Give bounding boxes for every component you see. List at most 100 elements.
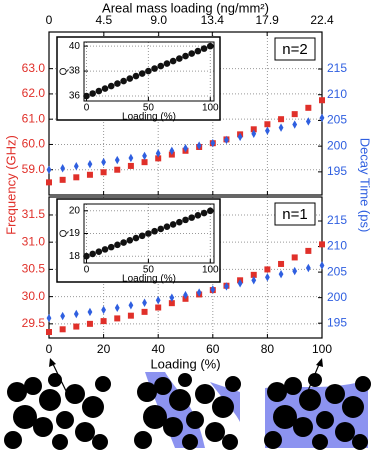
marker-diamond [142, 298, 147, 307]
y2-tick-label: 205 [327, 264, 347, 278]
marker-circle [188, 50, 196, 57]
x2-axis-label: Areal mass loading (ng/mm²) [102, 0, 269, 15]
marker-circle [176, 218, 183, 226]
marker-circle [182, 216, 189, 224]
y-tick-label: 18 [69, 251, 81, 262]
x2-tick-label: 4.5 [96, 13, 113, 27]
marker-square [127, 162, 134, 169]
marker-diamond [87, 307, 93, 317]
y2-tick-label: 195 [327, 315, 347, 329]
x2-tick-label: 22.4 [310, 13, 334, 27]
arrow [51, 361, 69, 396]
marker-diamond [142, 151, 147, 161]
y-tick-label: 30.5 [22, 262, 46, 276]
y-tick-label: 36 [69, 91, 81, 102]
y-tick-label: 38 [69, 66, 81, 77]
marker-square [86, 171, 93, 178]
marker-circle [145, 230, 152, 237]
marker-square [114, 315, 121, 322]
marker-circle [206, 42, 214, 50]
y-tick-label: 59.0 [22, 162, 46, 176]
marker-circle [157, 62, 165, 70]
micrograph-partial [134, 372, 241, 450]
marker-circle [169, 57, 177, 65]
x-tick-label: 80 [261, 342, 275, 356]
marker-diamond [251, 276, 257, 285]
marker-circle [194, 47, 202, 55]
marker-diamond [101, 157, 106, 167]
marker-square [291, 254, 298, 261]
marker-square [86, 320, 93, 327]
y2-tick-label: 210 [327, 87, 347, 101]
marker-circle [101, 246, 109, 253]
marker-square [73, 323, 80, 330]
y-axis-label: Q [59, 67, 70, 75]
marker-diamond [251, 129, 257, 139]
marker-circle [132, 72, 140, 80]
x-axis-label: Loading (%) [122, 112, 176, 123]
marker-circle [163, 223, 171, 230]
x-tick-label: 50 [143, 265, 155, 276]
annotation-box [274, 202, 316, 226]
marker-diamond [319, 113, 325, 123]
arrow-head [316, 358, 323, 367]
marker-diamond [114, 303, 120, 313]
plot-frame [48, 31, 323, 196]
x-axis-label: Loading (%) [150, 356, 220, 371]
marker-square [319, 97, 325, 104]
x-tick-label: 50 [143, 103, 155, 114]
y-tick-label: 63.0 [22, 61, 46, 75]
marker-diamond [292, 266, 298, 276]
x-tick-label: 60 [206, 342, 220, 356]
marker-square [100, 169, 107, 176]
marker-circle [200, 45, 208, 52]
marker-circle [83, 92, 90, 100]
marker-square [250, 126, 257, 133]
panel: 0 20 40 60 80 10029.530.030.531.031.519520020… [22, 196, 347, 371]
marker-diamond [155, 295, 161, 305]
marker-diamond [60, 311, 66, 321]
marker-circle [163, 60, 171, 67]
marker-diamond [305, 263, 311, 273]
marker-circle [151, 65, 158, 72]
marker-square [127, 312, 134, 319]
marker-square [319, 241, 325, 248]
marker-diamond [169, 146, 175, 155]
y2-tick-label: 210 [327, 239, 347, 253]
marker-square [305, 104, 312, 111]
x-axis-label: Loading (%) [122, 274, 176, 285]
marker-circle [89, 250, 96, 258]
marker-diamond [73, 162, 79, 171]
marker-diamond [46, 313, 52, 323]
marker-circle [138, 70, 146, 77]
marker-diamond [183, 144, 188, 153]
marker-circle [95, 248, 103, 255]
marker-circle [83, 252, 90, 260]
marker-diamond [305, 117, 311, 126]
y-tick-label: 30.0 [22, 289, 46, 303]
marker-diamond [60, 164, 66, 173]
marker-circle [120, 77, 127, 85]
inset-frame [56, 198, 221, 283]
marker-diamond [114, 155, 120, 165]
marker-circle [101, 85, 109, 92]
annotation: n=1 [282, 206, 307, 223]
x-tick-label: 40 [152, 342, 166, 356]
marker-diamond [196, 288, 202, 297]
marker-square [46, 179, 52, 186]
x2-tick-label: 13.4 [201, 13, 225, 27]
y2-tick-label: 200 [327, 138, 347, 152]
marker-diamond [128, 153, 134, 163]
y-tick-label: 61.0 [22, 111, 46, 125]
marker-circle [107, 82, 115, 90]
x-tick-label: 100 [312, 342, 332, 356]
marker-circle [126, 75, 134, 82]
marker-circle [126, 237, 134, 244]
marker-circle [95, 87, 103, 95]
marker-square [250, 271, 257, 278]
marker-circle [188, 214, 196, 221]
x-tick-label: 100 [202, 265, 219, 276]
marker-square [291, 111, 298, 118]
y2-axis-label: Decay Time (ps) [358, 138, 373, 233]
